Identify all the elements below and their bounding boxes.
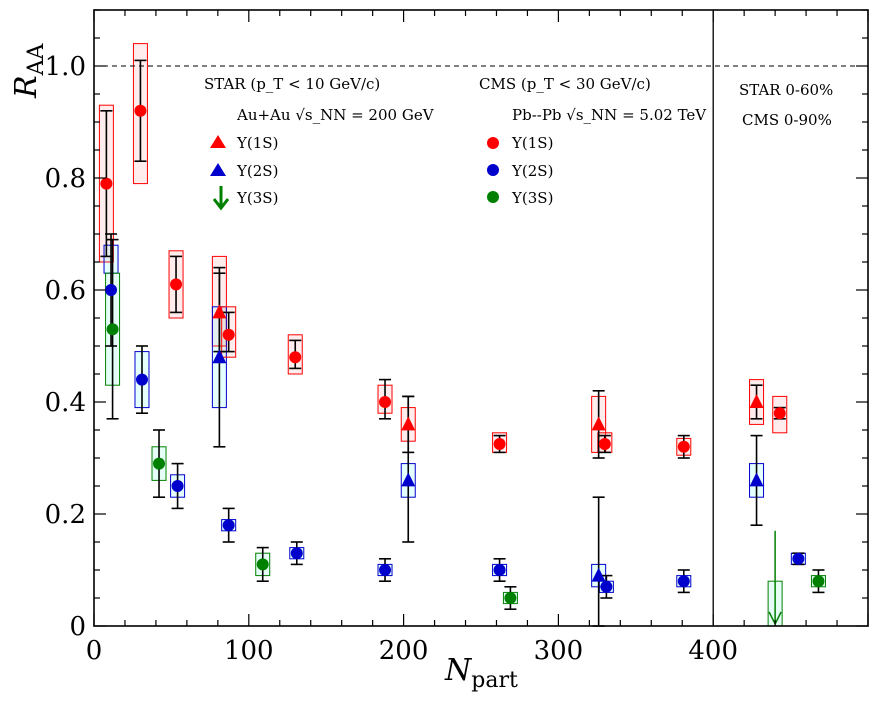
- systematic-boxes: [98, 43, 826, 627]
- legend-cms-ups3s-marker: [487, 191, 499, 203]
- data-point-circle: [134, 104, 147, 117]
- data-point-circle: [153, 457, 166, 470]
- x-tick-label: 400: [688, 636, 738, 666]
- legend-cms-ups2s-label: Υ(2S): [511, 162, 553, 180]
- legend-cms-ups1s-marker: [487, 137, 499, 149]
- y-tick-label: 0.8: [45, 164, 86, 194]
- x-tick-label: 300: [534, 636, 584, 666]
- data-point-circle: [812, 575, 825, 588]
- legend-star-system: Au+Au √s_NN = 200 GeV: [236, 106, 435, 124]
- y-axis-title: RAA: [9, 43, 49, 99]
- data-point-circle: [773, 407, 786, 420]
- data-point-triangle: [591, 567, 606, 582]
- data-point-circle: [493, 564, 506, 576]
- data-point-circle: [677, 440, 690, 453]
- data-point-circle: [100, 177, 113, 190]
- legend-star-title: STAR (p_T < 10 GeV/c): [204, 75, 380, 93]
- plot-frame: [93, 9, 869, 627]
- y-tick-label: 1.0: [45, 52, 86, 82]
- data-point-circle: [504, 592, 517, 604]
- data-point-circle: [222, 328, 235, 341]
- data-point-circle: [256, 558, 269, 571]
- legend-star-ups1s-marker: [210, 135, 226, 148]
- data-point-triangle: [591, 416, 606, 431]
- legend-cms: CMS (p_T < 30 GeV/c) Pb--Pb √s_NN = 5.02…: [479, 75, 707, 207]
- error-bars: [100, 59, 825, 627]
- data-point-triangle: [749, 394, 764, 408]
- y-tick-label: 0.2: [45, 500, 86, 530]
- y-tick-label: 0.4: [45, 388, 86, 418]
- axes: 0 100 200 300 400 0 0.2 0.4 0.6 0.8 1.0: [45, 9, 869, 666]
- data-point-circle: [792, 552, 805, 565]
- centrality-star-label: STAR 0-60%: [739, 81, 833, 99]
- data-point-circle: [105, 284, 118, 296]
- legend-star-ups2s-marker: [210, 163, 226, 176]
- data-point-circle: [598, 438, 611, 450]
- data-point-circle: [222, 519, 235, 532]
- legend-cms-ups1s-label: Υ(1S): [511, 134, 553, 152]
- legend-cms-title: CMS (p_T < 30 GeV/c): [479, 75, 651, 93]
- data-point-circle: [600, 580, 613, 593]
- x-tick-label: 0: [86, 636, 103, 666]
- data-point-circle: [289, 351, 302, 364]
- x-tick-label: 100: [224, 636, 274, 666]
- data-point-triangle: [212, 304, 227, 319]
- legend-cms-system: Pb--Pb √s_NN = 5.02 TeV: [512, 106, 707, 124]
- y-tick-label: 0.6: [45, 276, 86, 306]
- data-point-circle: [290, 547, 303, 560]
- data-markers: [100, 104, 825, 626]
- legend-star-ups3s-arrow-icon: [212, 186, 230, 211]
- legend-star-ups3s-label: Υ(3S): [236, 189, 278, 207]
- legend-star: STAR (p_T < 10 GeV/c) Au+Au √s_NN = 200 …: [204, 75, 435, 211]
- data-point-circle: [171, 480, 184, 492]
- data-point-circle: [379, 564, 392, 576]
- data-point-circle: [379, 396, 392, 408]
- legend-cms-ups3s-label: Υ(3S): [511, 189, 553, 207]
- x-axis-title: Npart: [444, 653, 518, 693]
- data-point-circle: [170, 278, 183, 291]
- y-tick-label: 0: [69, 612, 86, 642]
- data-point-circle: [135, 373, 148, 386]
- data-point-circle: [677, 575, 690, 588]
- legend-cms-ups2s-marker: [487, 164, 499, 176]
- legend-star-ups1s-label: Υ(1S): [236, 134, 278, 152]
- centrality-cms-label: CMS 0-90%: [742, 111, 832, 129]
- legend-star-ups2s-label: Υ(2S): [236, 162, 278, 180]
- x-tick-label: 200: [379, 636, 429, 666]
- data-point-circle: [493, 438, 506, 450]
- data-point-circle: [106, 323, 119, 336]
- data-point-triangle: [212, 349, 227, 364]
- data-point-triangle: [749, 472, 764, 487]
- data-point-triangle: [401, 472, 416, 487]
- data-point-triangle: [401, 416, 416, 431]
